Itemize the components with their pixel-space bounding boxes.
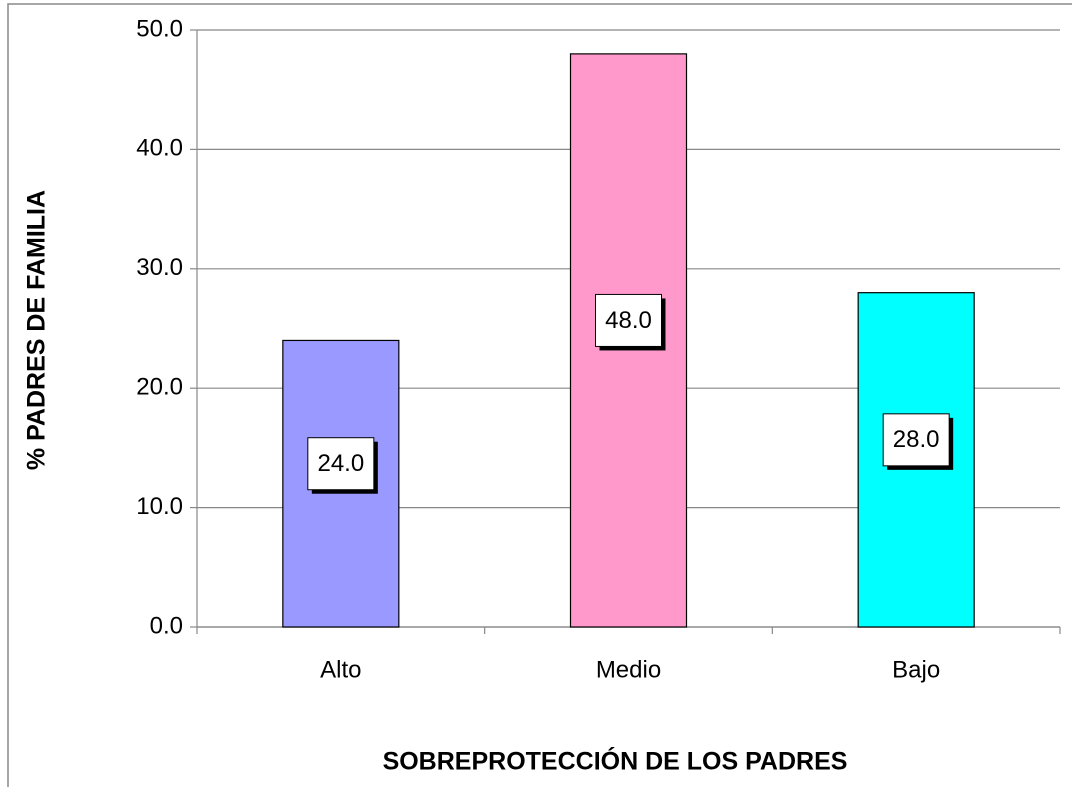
y-tick-label: 40.0 — [136, 135, 183, 162]
y-tick-label: 30.0 — [136, 254, 183, 281]
y-tick-label: 50.0 — [136, 15, 183, 42]
x-tick-label: Alto — [320, 656, 361, 683]
x-tick-label: Bajo — [892, 656, 940, 683]
y-tick-label: 20.0 — [136, 374, 183, 401]
x-axis-title: SOBREPROTECCIÓN DE LOS PADRES — [383, 746, 848, 776]
data-label-box — [882, 413, 950, 467]
data-label: 28.0 — [893, 426, 940, 453]
data-label: 48.0 — [605, 307, 652, 334]
data-label-box — [595, 293, 662, 347]
y-axis-title: % PADRES DE FAMILIA — [23, 190, 51, 470]
y-tick-label: 0.0 — [150, 612, 183, 639]
y-tick-label: 10.0 — [136, 493, 183, 520]
data-label: 24.0 — [317, 450, 364, 477]
x-tick-label: Medio — [596, 656, 661, 683]
data-label-box — [307, 437, 375, 491]
